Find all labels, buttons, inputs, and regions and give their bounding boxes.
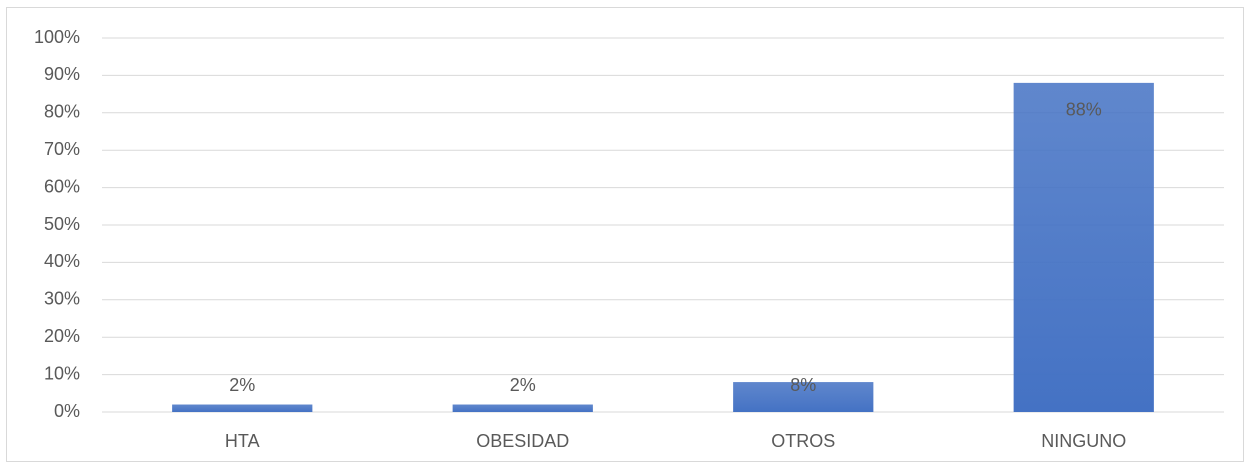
y-tick-label: 60% [44,176,80,196]
x-tick-label: OTROS [771,431,835,451]
data-label: 2% [229,375,255,395]
x-tick-label: HTA [225,431,260,451]
data-label: 8% [790,375,816,395]
data-label: 88% [1066,100,1102,120]
y-tick-label: 90% [44,64,80,84]
data-label: 2% [510,375,536,395]
y-tick-label: 20% [44,326,80,346]
y-tick-label: 80% [44,102,80,122]
x-tick-label: OBESIDAD [476,431,569,451]
x-tick-label: NINGUNO [1041,431,1126,451]
y-tick-label: 50% [44,214,80,234]
bar [733,382,874,412]
y-tick-label: 10% [44,363,80,383]
bar [1013,82,1154,412]
y-tick-label: 0% [54,401,80,421]
y-tick-label: 100% [34,27,80,47]
y-tick-label: 30% [44,289,80,309]
y-tick-label: 40% [44,251,80,271]
y-tick-label: 70% [44,139,80,159]
bar [452,404,593,412]
bar [172,404,313,412]
